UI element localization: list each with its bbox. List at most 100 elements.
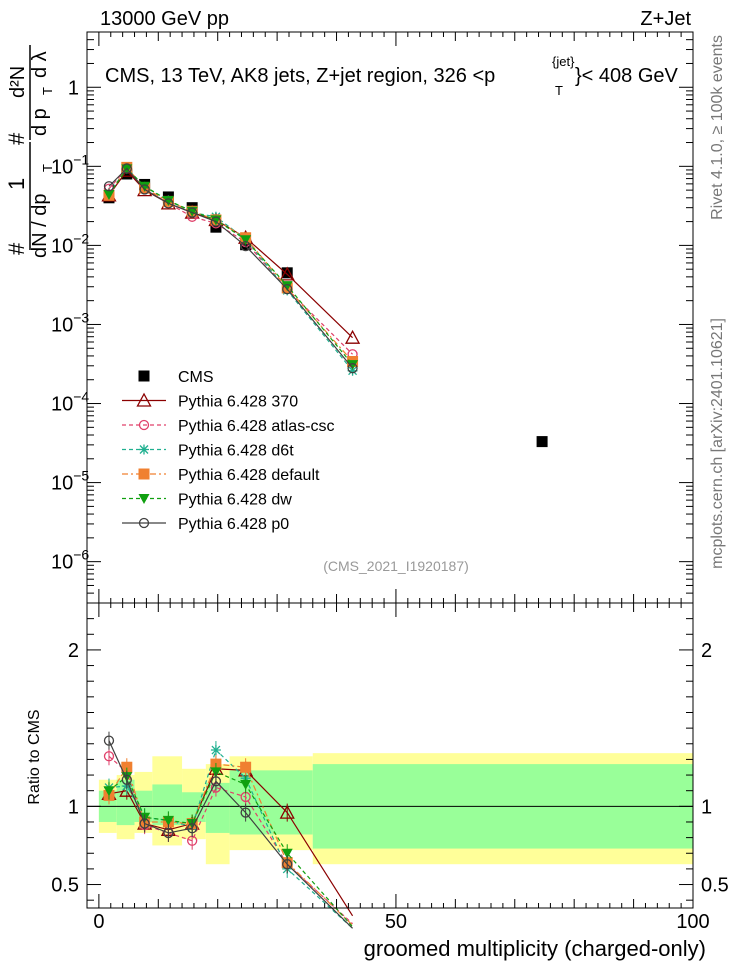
legend-entry-4: Pythia 6.428 default: [122, 467, 320, 484]
title-suffix: }< 408 GeV: [575, 65, 679, 87]
series-5: [103, 164, 359, 371]
ratio-point-4-0: [103, 786, 115, 797]
y-label-d2N: d²N: [7, 66, 29, 98]
legend-label-6: Pythia 6.428 p0: [178, 516, 289, 533]
point-5-8: [347, 360, 359, 371]
legend: CMS Pythia 6.428 370 Pythia 6.428 atlas-cs…: [122, 369, 335, 533]
point-6-3: [163, 198, 174, 209]
header-right: Z+Jet: [640, 8, 691, 30]
point-6-8: [347, 363, 358, 374]
ratio-series-5: [103, 731, 353, 929]
point-1-7: [279, 266, 295, 281]
y-label-one: 1: [4, 178, 29, 190]
y-tick-label-1: 10−1: [51, 151, 89, 178]
ratio-point-4-7: [281, 848, 293, 859]
series-0: [103, 168, 548, 448]
point-6-2: [139, 184, 150, 195]
y-label-dlambda: d λ: [29, 51, 51, 78]
point-6-1: [121, 163, 132, 174]
title-sup: {jet}: [552, 54, 575, 69]
point-0-7: [281, 267, 293, 279]
ratio-line-2: [108, 748, 353, 929]
y-label-dN: dN / dp: [29, 194, 51, 258]
header-left: 13000 GeV pp: [100, 8, 229, 30]
main-series-group: [101, 161, 548, 448]
mcplots-label: mcplots.cern.ch [arXiv:2401.10621]: [709, 318, 726, 569]
point-5-3: [162, 195, 174, 206]
y-label-hash-left: #: [4, 242, 29, 255]
legend-marker-2: [138, 419, 150, 431]
ratio-point-5-5: [210, 776, 222, 787]
ratio-y-tick-label-right-1: 1: [701, 796, 712, 818]
legend-label-5: Pythia 6.428 dw: [178, 492, 292, 509]
series-line-2: [108, 167, 353, 355]
y-label-T-2: T: [40, 87, 55, 95]
ratio-y-tick-label-left-0: 2: [68, 640, 79, 662]
main-y-axis-label: # 1 dN / dp T # d²N d p T d λ: [4, 45, 55, 258]
y-tick-label-4: 10−4: [51, 389, 89, 416]
legend-marker-6: [138, 517, 150, 529]
ratio-point-0-1: [119, 782, 135, 797]
point-5-6: [240, 235, 252, 246]
x-tick-label-2: 100: [676, 911, 709, 933]
y-tick-label-3: 10−3: [51, 309, 89, 336]
legend-label-0: CMS: [178, 369, 214, 386]
x-tick-label-0: 0: [93, 911, 104, 933]
y-label-T-1: T: [40, 164, 55, 172]
ratio-y-tick-label-left-1: 1: [68, 796, 79, 818]
ratio-point-0-7: [279, 804, 295, 819]
band-inner-4: [182, 792, 206, 822]
y-tick-label-5: 10−5: [51, 468, 89, 495]
ratio-series-group: [101, 731, 354, 929]
legend-entry-1: Pythia 6.428 370: [122, 392, 298, 411]
point-6-4: [187, 207, 198, 218]
legend-marker-1: [136, 392, 152, 407]
ratio-point-4-3: [162, 815, 174, 826]
ratio-y-tick-label-left-2: 0.5: [51, 875, 79, 897]
ratio-y-tick-label-right-0: 2: [701, 640, 712, 662]
legend-label-3: Pythia 6.428 d6t: [178, 443, 294, 460]
legend-marker-3: [139, 444, 149, 455]
ratio-point-1-0: [103, 751, 115, 762]
axes-group: 0 50 100 1 10−1 10−2 10−3 10−4 10−5 10−6 2 2 1 1 0.5 0.…: [51, 31, 729, 933]
ratio-point-5-4: [187, 823, 198, 834]
point-6-6: [240, 240, 251, 252]
legend-label-4: Pythia 6.428 default: [178, 467, 320, 484]
legend-entry-0: CMS: [138, 369, 214, 386]
ratio-point-2-5: [210, 745, 221, 756]
point-5-2: [139, 181, 151, 192]
y-label-dpT: d p: [29, 108, 51, 136]
ratio-uncertainty-bands: [87, 753, 693, 865]
analysis-id: (CMS_2021_I1920187): [323, 558, 469, 574]
legend-label-2: Pythia 6.428 atlas-csc: [178, 418, 335, 435]
series-6: [103, 163, 358, 374]
point-6-5: [210, 216, 222, 227]
ratio-point-5-1: [121, 774, 132, 785]
y-tick-label-0: 1: [68, 77, 79, 99]
series-line-4: [108, 166, 354, 362]
band-inner-5: [205, 782, 230, 833]
point-6-7: [282, 283, 293, 295]
y-tick-label-2: 10−2: [51, 230, 89, 257]
ratio-y-axis-label: Ratio to CMS: [26, 709, 43, 804]
x-tick-label-1: 50: [385, 911, 407, 933]
y-label-hash-right: #: [4, 132, 29, 145]
legend-marker-5: [138, 494, 150, 504]
title-sub: T: [555, 83, 563, 98]
legend-entry-2: Pythia 6.428 atlas-csc: [122, 418, 335, 435]
series-line-3: [108, 167, 354, 372]
ratio-point-4-6: [240, 779, 252, 790]
ratio-point-5-2: [139, 818, 150, 829]
y-tick-label-6: 10−6: [51, 547, 89, 574]
ratio-point-5-7: [282, 859, 293, 870]
point-5-7: [281, 281, 293, 292]
point-6-0: [103, 181, 115, 192]
ratio-point-5-3: [163, 827, 174, 839]
series-line-6: [108, 167, 354, 369]
ratio-point-5-0: [103, 735, 115, 746]
point-5-0: [103, 190, 115, 201]
legend-label-1: Pythia 6.428 370: [178, 394, 298, 411]
main-title: CMS, 13 TeV, AK8 jets, Z+jet region, 326…: [105, 54, 679, 98]
point-0-5: [210, 221, 222, 233]
